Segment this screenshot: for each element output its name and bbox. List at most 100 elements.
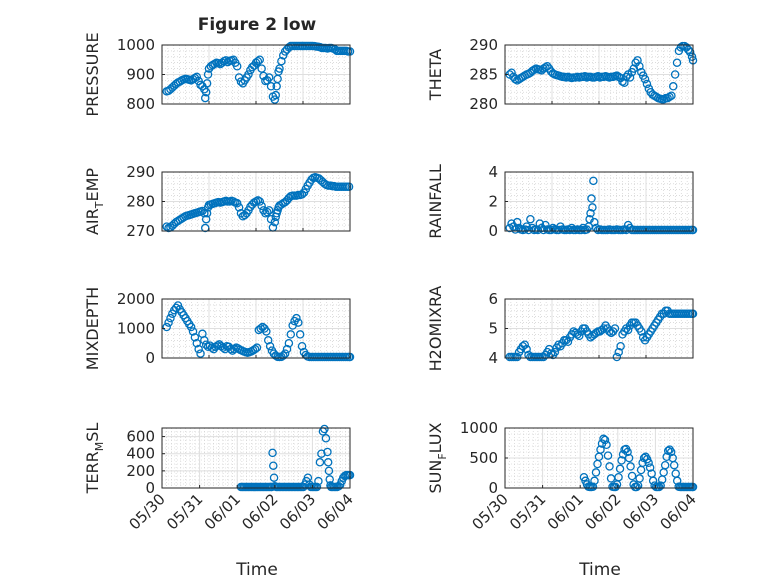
theta-point: [672, 58, 682, 67]
airtemp-point: [255, 197, 265, 206]
pressure-point: [255, 55, 265, 65]
theta-point: [685, 47, 695, 57]
terrmsl-point: [269, 473, 279, 482]
sunflux-xtick-label: 06/04: [657, 490, 700, 533]
sunflux-point: [656, 481, 665, 490]
terrmsl-xtick-label: 05/31: [163, 490, 206, 533]
terrmsl-point: [268, 448, 277, 458]
airtemp-point: [253, 196, 263, 205]
mixdepth-point: [292, 313, 301, 323]
sunflux-point: [627, 471, 637, 481]
rainfall-point: [528, 223, 537, 233]
pressure-point: [192, 72, 202, 82]
terrmsl-frame: [161, 427, 351, 489]
rainfall-point: [578, 223, 588, 233]
mixdepth-point: [190, 333, 200, 342]
theta-point: [665, 92, 674, 102]
mixdepth-ytick-label: 1000: [117, 320, 155, 338]
terrmsl-ytick-label: 400: [126, 445, 155, 463]
theta-point: [659, 95, 669, 104]
airtemp-ytick-label: 270: [126, 222, 155, 240]
theta-point: [684, 45, 693, 54]
terrmsl-point: [312, 482, 322, 492]
pressure-ytick-label: 800: [126, 95, 155, 113]
h2omixra-point: [522, 344, 531, 354]
theta-point: [633, 56, 642, 65]
theta-point: [625, 73, 635, 82]
h2omixra-ytick-label: 5: [488, 320, 498, 338]
airtemp-point: [201, 214, 211, 224]
airtemp-ylabel: AIRTEMP: [83, 168, 106, 235]
h2omixra-ytick-label: 6: [488, 290, 498, 308]
sunflux-point: [632, 482, 641, 492]
terrmsl-point: [324, 466, 334, 476]
airtemp-point: [270, 217, 280, 227]
rainfall-ylabel: RAINFALL: [426, 164, 445, 239]
rainfall-point: [512, 217, 522, 227]
airtemp-point: [264, 206, 274, 215]
rainfall-point: [587, 194, 596, 203]
mixdepth-point: [265, 341, 275, 351]
sunflux-ytick-label: 500: [469, 449, 498, 467]
sunflux-ylabel: SUNFLUX: [426, 422, 449, 493]
terrmsl-ytick-label: 600: [126, 428, 155, 446]
theta-point: [507, 68, 516, 77]
pressure-point: [203, 70, 213, 79]
mixdepth-axes: 0 1000 2000 MIXDEPTH: [83, 287, 355, 370]
theta-point: [640, 74, 650, 84]
rainfall-point: [526, 214, 535, 224]
sunflux-ytick-label: 0: [488, 479, 498, 497]
theta-point: [676, 43, 686, 52]
sunflux-point: [669, 460, 679, 470]
sunflux-point: [602, 440, 611, 450]
mixdepth-ytick-label: 0: [145, 349, 155, 367]
theta-point: [620, 78, 629, 88]
sunflux-point: [605, 462, 614, 471]
mixdepth-point: [280, 349, 290, 358]
sunflux-point: [596, 445, 605, 454]
mixdepth-point: [282, 344, 292, 354]
airtemp-point: [232, 199, 242, 208]
airtemp-point: [344, 182, 354, 191]
rainfall-axes: 0 2 4 RAINFALL: [426, 163, 698, 240]
pressure-ylabel: PRESSURE: [83, 32, 102, 116]
mixdepth-point: [294, 318, 303, 327]
mixdepth-point: [166, 313, 175, 323]
rainfall-point: [586, 209, 595, 218]
sunflux-point: [660, 460, 670, 470]
sunflux-point: [603, 451, 613, 460]
pressure-point: [253, 56, 263, 66]
mixdepth-point: [200, 336, 209, 345]
mixdepth-point: [196, 349, 205, 358]
mixdepth-point: [252, 343, 262, 352]
sunflux-xtick-label: 06/03: [619, 490, 662, 533]
sunflux-point: [588, 482, 598, 492]
terrmsl-axes: 020040060005/3005/3106/0106/0206/0306/04…: [83, 423, 357, 534]
theta-point: [635, 61, 644, 71]
rainfall-point: [591, 223, 601, 233]
pressure-point: [202, 79, 212, 88]
h2omixra-point: [612, 352, 622, 362]
mixdepth-point: [295, 330, 305, 339]
rainfall-ytick-label: 2: [488, 193, 498, 211]
h2omixra-ylabel: H2OMIXRA: [426, 286, 445, 372]
mixdepth-point: [171, 303, 181, 313]
terrmsl-point: [321, 434, 331, 443]
airtemp-axes: 270 280 290 AIRTEMP: [83, 163, 354, 240]
pressure-ytick-label: 1000: [117, 36, 155, 54]
h2omixra-point: [616, 341, 625, 351]
mixdepth-ytick-label: 2000: [117, 290, 155, 308]
mixdepth-point: [250, 344, 260, 354]
mixdepth-ylabel: MIXDEPTH: [83, 287, 102, 370]
sunflux-xtick-label: 06/02: [581, 490, 624, 533]
mixdepth-point: [279, 351, 288, 360]
airtemp-point: [200, 209, 209, 218]
airtemp-point: [257, 201, 266, 211]
terrmsl-xtick-label: 06/02: [238, 490, 281, 533]
rainfall-point: [590, 217, 599, 227]
h2omixra-point: [563, 337, 573, 347]
pressure-point: [271, 90, 280, 100]
theta-point: [541, 63, 550, 72]
mixdepth-point: [194, 344, 203, 354]
